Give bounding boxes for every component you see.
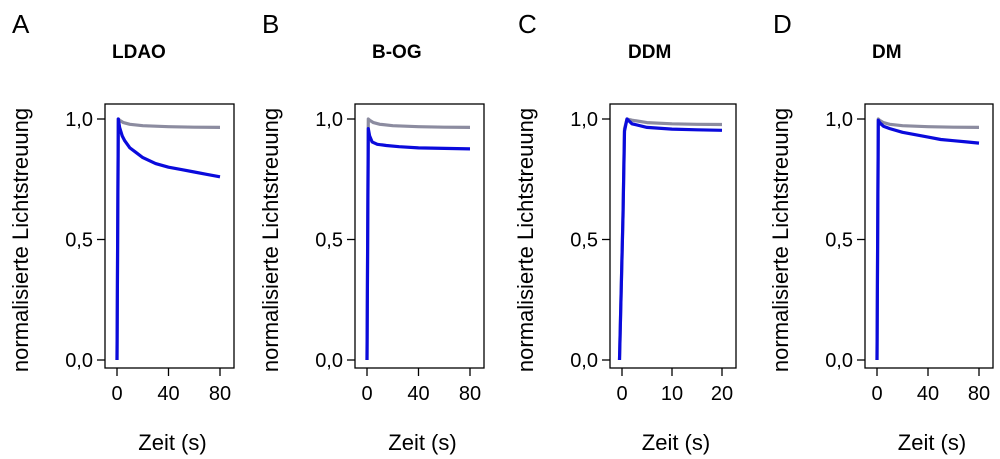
chart-3-plot-frame <box>864 103 994 369</box>
chart-1-series-1-line <box>365 117 471 361</box>
chart-0-y-tick-label-2: 1,0 <box>65 109 93 131</box>
chart-0-y-tick-label-1: 0,5 <box>65 230 93 252</box>
chart-1-y-tick-label-2: 1,0 <box>315 109 343 131</box>
chart-0-series-0-line <box>115 117 221 361</box>
chart-2-x-tick-label-0: 0 <box>616 383 627 405</box>
chart-2-y-tick-label-0: 0,0 <box>570 350 598 372</box>
chart-1-title: B-OG <box>372 42 422 63</box>
chart-2-x-tick-label-1: 10 <box>661 383 683 405</box>
chart-0-x-tick-label-2: 80 <box>209 383 231 405</box>
chart-0-plot-frame <box>104 103 235 369</box>
chart-2-series-0-line <box>617 117 723 361</box>
chart-3-title: DM <box>872 42 902 63</box>
chart-0-panel-letter: A <box>12 9 30 39</box>
chart-3-x-tick-label-0: 0 <box>871 383 882 405</box>
chart-3-x-tick-label-1: 40 <box>917 383 939 405</box>
chart-3-y-tick-label-1: 0,5 <box>825 230 853 252</box>
chart-2-y-axis-label: normalisierte Lichtstreuung <box>513 108 538 372</box>
chart-3-y-axis-label: normalisierte Lichtstreuung <box>768 108 793 372</box>
chart-2-y-tick-label-1: 0,5 <box>570 230 598 252</box>
chart-3-y-tick-label-0: 0,0 <box>825 350 853 372</box>
chart-3-series-0-line <box>875 118 980 361</box>
chart-3-x-axis-label: Zeit (s) <box>898 430 966 455</box>
chart-1-x-tick-label-0: 0 <box>361 383 372 405</box>
chart-0-y-tick-label-0: 0,0 <box>65 350 93 372</box>
chart-1-panel-letter: B <box>262 9 279 39</box>
chart-1-plot-frame <box>354 103 485 369</box>
chart-0-y-axis-label: normalisierte Lichtstreuung <box>8 108 33 372</box>
chart-1-x-tick-label-1: 40 <box>407 383 429 405</box>
chart-3-x-tick-label-2: 80 <box>968 383 990 405</box>
chart-2-x-axis-label: Zeit (s) <box>642 430 710 455</box>
chart-1-series-0-line <box>365 127 471 361</box>
chart-2-plot-frame <box>609 103 737 369</box>
chart-2-title: DDM <box>628 42 671 63</box>
chart-3-panel-letter: D <box>773 9 792 39</box>
chart-3-y-tick-label-2: 1,0 <box>825 109 853 131</box>
chart-2-x-tick-label-2: 20 <box>711 383 733 405</box>
chart-0-x-axis-label: Zeit (s) <box>138 430 206 455</box>
chart-0-series-1-line <box>115 117 221 361</box>
chart-3-series-1-line <box>875 117 980 361</box>
chart-0-x-tick-label-0: 0 <box>111 383 122 405</box>
chart-2-panel-letter: C <box>518 9 537 39</box>
chart-0-title: LDAO <box>112 42 166 63</box>
chart-1-x-tick-label-2: 80 <box>459 383 481 405</box>
chart-1-y-tick-label-1: 0,5 <box>315 230 343 252</box>
chart-1-y-tick-label-0: 0,0 <box>315 350 343 372</box>
chart-1-y-axis-label: normalisierte Lichtstreuung <box>258 108 283 372</box>
chart-2-series-1-line <box>617 117 723 361</box>
chart-2-y-tick-label-2: 1,0 <box>570 109 598 131</box>
chart-1-x-axis-label: Zeit (s) <box>388 430 456 455</box>
chart-0-x-tick-label-1: 40 <box>157 383 179 405</box>
